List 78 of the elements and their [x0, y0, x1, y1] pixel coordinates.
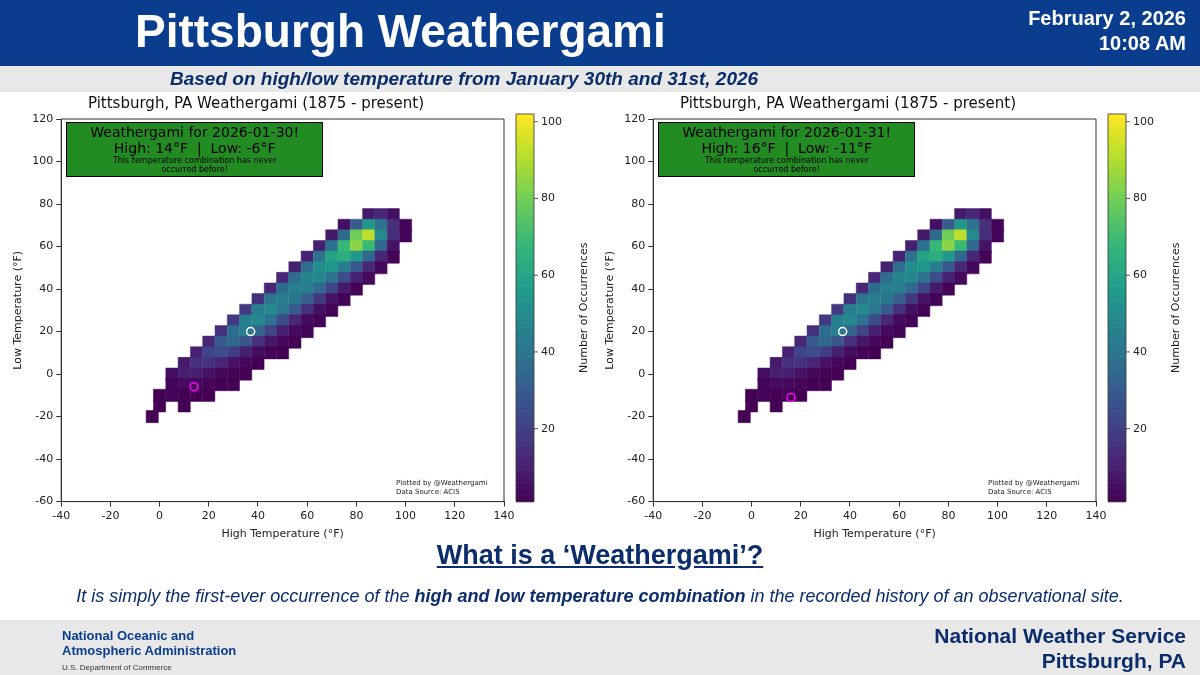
annotation: Weathergami for 2026-01-31! [681, 124, 893, 140]
x-tick-label: -40 [644, 509, 663, 523]
y-tick-label: -40 [627, 451, 646, 465]
text: high and low temperature combination [414, 586, 746, 606]
text: 10:08 AM [1097, 31, 1186, 56]
annotation: High: 14°F | Low: -6°F [112, 140, 277, 156]
color-bar-title: Number of Occurrences [576, 242, 590, 373]
y-axis-title: Low Temperature (°F) [11, 250, 25, 370]
color-bar-label: 20 [1133, 421, 1147, 435]
y-tick-label: 20 [39, 324, 54, 338]
y-tick-label: -20 [627, 409, 646, 423]
x-tick-label: 60 [892, 509, 907, 523]
y-tick-label: -60 [35, 494, 54, 508]
text: What is a ‘Weathergami’? [435, 540, 765, 571]
y-tick-label: 0 [46, 366, 54, 380]
annotation: High: 16°F | Low: -11°F [700, 140, 873, 156]
color-bar-label: 40 [541, 344, 555, 358]
color-bar-title: Number of Occurrences [1168, 242, 1182, 373]
color-bar-label: 20 [541, 421, 555, 435]
x-tick-label: 120 [444, 509, 466, 523]
y-tick-label: 80 [631, 196, 646, 210]
y-tick-label: 20 [631, 324, 646, 338]
info-box: Weathergami for 2026-01-30! High: 14°F | Low: -6°F This temperature combination has never occurred before! [66, 122, 324, 177]
x-axis-title: High Temperature (°F) [221, 527, 344, 541]
text: It is simply the first-ever occurrence of the [76, 586, 411, 606]
text: Pittsburgh, PA [1040, 648, 1186, 673]
annotation: This temperature combination has never occurred before! [704, 156, 870, 174]
x-tick-label: 0 [156, 509, 164, 523]
x-tick-label: 100 [987, 509, 1009, 523]
y-tick-label: 40 [39, 281, 54, 295]
text: National Weather Service [934, 623, 1186, 648]
y-tick-label: -40 [35, 451, 54, 465]
x-tick-label: -20 [101, 509, 120, 523]
y-tick-label: 60 [631, 239, 646, 253]
chart-title: Pittsburgh, PA Weathergami (1875 - present) [87, 93, 425, 112]
x-tick-label: 40 [251, 509, 265, 523]
annotation: This temperature combination has never occurred before! [111, 156, 278, 174]
text: U.S. Department of Commerce [62, 662, 173, 674]
color-bar-label: 60 [541, 268, 555, 282]
x-tick-label: 40 [843, 509, 857, 523]
color-bar-label: 40 [1133, 344, 1147, 358]
x-tick-label: 0 [748, 509, 756, 523]
y-tick-label: 120 [624, 111, 646, 125]
text: National Oceanic and Atmospheric Administration [62, 628, 238, 658]
x-tick-label: 80 [941, 509, 956, 523]
info-box: Weathergami for 2026-01-31! High: 16°F | Low: -11°F This temperature combination has never occurred before! [658, 122, 916, 177]
x-tick-label: 80 [349, 509, 364, 523]
color-bar-label: 100 [541, 114, 562, 128]
chart-title: Pittsburgh, PA Weathergami (1875 - present) [679, 93, 1017, 112]
text: Pittsburgh Weathergami [135, 4, 666, 58]
y-tick-label: 100 [624, 154, 646, 168]
color-bar-label: 80 [541, 191, 555, 205]
text: February 2, 2026 [1028, 6, 1186, 31]
text: Based on high/low temperature from January 30th and 31st, 2026 [170, 68, 759, 90]
y-tick-label: -20 [35, 409, 54, 423]
x-tick-label: 100 [395, 509, 417, 523]
y-tick-label: -60 [627, 494, 646, 508]
y-tick-label: 100 [32, 154, 54, 168]
color-bar-label: 60 [1133, 268, 1147, 282]
y-tick-label: 0 [638, 366, 646, 380]
x-tick-label: 140 [1085, 509, 1107, 523]
color-bar-label: 80 [1133, 191, 1147, 205]
y-tick-label: 40 [631, 281, 646, 295]
y-tick-label: 60 [39, 239, 54, 253]
annotation: Weathergami for 2026-01-30! [89, 124, 301, 140]
x-tick-label: 140 [493, 509, 515, 523]
y-tick-label: 120 [32, 111, 54, 125]
text: in the recorded history of an observational site. [749, 586, 1124, 606]
x-tick-label: 20 [793, 509, 808, 523]
y-tick-label: 80 [39, 196, 54, 210]
x-tick-label: -20 [693, 509, 712, 523]
x-tick-label: 20 [201, 509, 216, 523]
x-tick-label: -40 [52, 509, 71, 523]
x-axis-title: High Temperature (°F) [813, 527, 936, 541]
color-bar-label: 100 [1133, 114, 1154, 128]
x-tick-label: 60 [300, 509, 315, 523]
x-tick-label: 120 [1036, 509, 1058, 523]
y-axis-title: Low Temperature (°F) [603, 250, 617, 370]
